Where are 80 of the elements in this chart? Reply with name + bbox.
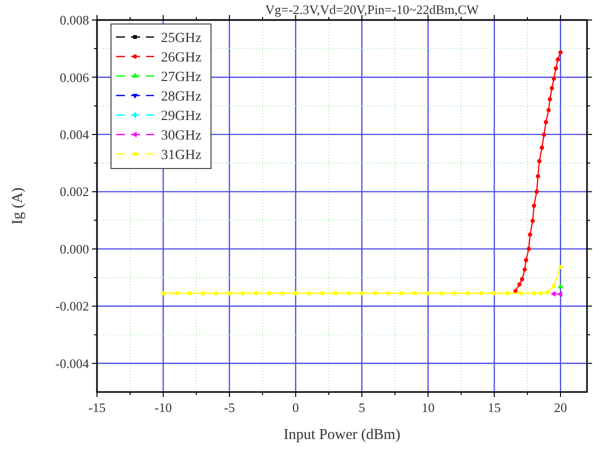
point — [478, 291, 484, 296]
point — [550, 86, 554, 90]
point — [537, 158, 542, 164]
legend-label: 28GHz — [161, 89, 202, 104]
point — [505, 291, 510, 296]
point — [522, 267, 527, 272]
point — [466, 291, 470, 296]
x-axis-title: Input Power (dBm) — [284, 427, 400, 443]
point — [254, 291, 258, 296]
point — [174, 291, 179, 296]
point — [524, 258, 528, 262]
chart-title: Vg=-2.3V,Vd=20V,Pin=-10~22dBm,CW — [265, 2, 480, 17]
y-tick-label: -0.004 — [55, 356, 90, 371]
point — [214, 291, 218, 296]
point — [545, 290, 550, 295]
point — [532, 204, 536, 208]
point — [240, 291, 245, 296]
point — [552, 76, 556, 81]
point — [306, 291, 312, 296]
legend-label: 26GHz — [161, 50, 202, 66]
point — [399, 291, 404, 296]
point — [540, 146, 544, 150]
y-tick-label: -0.002 — [55, 298, 89, 314]
point — [294, 291, 298, 296]
point — [280, 291, 285, 296]
point — [439, 291, 444, 296]
x-tick-label: 0 — [292, 400, 299, 415]
point — [517, 282, 522, 287]
legend-label: 31GHz — [161, 148, 202, 163]
point — [227, 291, 232, 296]
y-tick-label: 0.008 — [60, 12, 89, 28]
y-tick-label: 0.000 — [60, 241, 89, 256]
point — [526, 246, 531, 252]
y-axis-title: Ig (A) — [10, 187, 26, 225]
x-tick-label: -5 — [224, 400, 235, 415]
x-tick-label: 15 — [488, 400, 501, 415]
y-tick-label: 0.006 — [60, 70, 90, 85]
x-tick-label: -10 — [154, 400, 172, 415]
point — [554, 66, 558, 70]
point — [556, 57, 560, 62]
point — [188, 291, 192, 296]
legend-label: 27GHz — [161, 70, 202, 85]
point — [534, 190, 539, 194]
y-tick-label: 0.004 — [60, 127, 90, 142]
point — [426, 291, 430, 296]
x-tick-label: 20 — [554, 400, 568, 415]
point — [267, 291, 272, 296]
point — [530, 218, 535, 223]
point — [542, 132, 546, 137]
point — [558, 50, 563, 54]
point — [452, 291, 457, 296]
point — [532, 291, 536, 296]
point — [412, 291, 417, 296]
point — [518, 291, 523, 296]
point — [544, 120, 548, 124]
point — [552, 284, 556, 288]
point — [492, 291, 496, 296]
point — [161, 291, 166, 296]
point — [200, 291, 206, 296]
point — [333, 291, 338, 296]
x-tick-label: 5 — [358, 400, 366, 415]
x-tick-label: -15 — [88, 400, 106, 415]
point — [558, 283, 564, 288]
y-tick-label: 0.002 — [60, 184, 89, 200]
point — [320, 291, 324, 296]
legend-label: 25GHz — [161, 30, 202, 46]
point — [536, 174, 540, 178]
point — [528, 232, 532, 237]
point — [538, 291, 543, 296]
point — [360, 291, 364, 296]
point — [546, 108, 551, 112]
legend-label: 30GHz — [161, 128, 202, 144]
point — [548, 97, 552, 102]
point — [558, 264, 563, 270]
point — [520, 277, 524, 282]
point — [372, 291, 378, 296]
legend-label: 29GHz — [161, 108, 202, 124]
point — [346, 291, 351, 296]
point — [386, 291, 390, 296]
x-tick-label: 10 — [422, 400, 435, 415]
